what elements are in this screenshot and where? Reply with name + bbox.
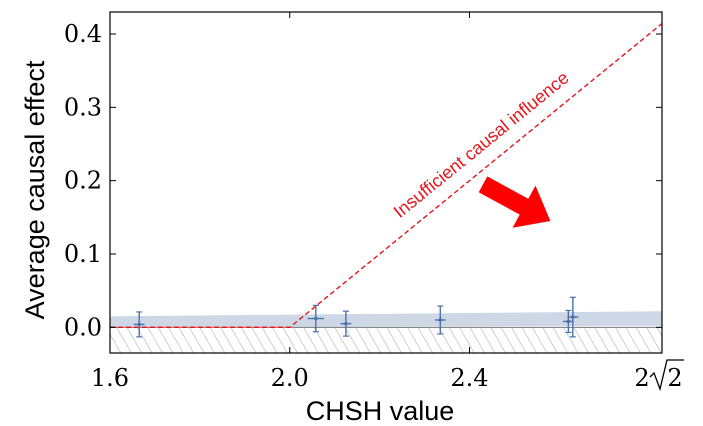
axis-ticks: 1.6 2.0 2.4 2 2 0.0 0.1 0.2 0.3 0.4 [64, 12, 684, 392]
fit-band [110, 311, 662, 328]
plot-frame [109, 11, 663, 354]
data-point [567, 296, 579, 338]
x-tick-label: 2.0 [271, 364, 309, 392]
y-axis-title: Average causal effect [20, 60, 50, 319]
y-tick-label: 0.4 [64, 20, 102, 48]
data-point [562, 309, 574, 334]
y-tick-label: 0.3 [64, 93, 102, 121]
data-marker [438, 318, 443, 322]
data-point [307, 304, 324, 333]
data-marker [137, 322, 142, 327]
hatched-region [110, 327, 662, 353]
data-marker [566, 319, 571, 324]
x-tick-label-radicand: 2 [667, 364, 682, 392]
data-marker [344, 321, 348, 326]
data-marker [314, 316, 318, 321]
y-tick-label: 0.1 [64, 240, 102, 268]
direction-arrow [478, 176, 551, 228]
x-tick-label: 1.6 [91, 364, 129, 392]
x-tick-label-coefficient: 2 [634, 364, 649, 392]
bound-line [110, 23, 662, 329]
data-point [434, 305, 446, 335]
data-point [133, 311, 145, 338]
data-marker [571, 315, 575, 319]
data-point [340, 310, 352, 337]
x-tick-label: 2.4 [450, 364, 488, 392]
x-tick-label-radical [649, 359, 684, 392]
x-axis-title: CHSH value [306, 396, 455, 426]
insufficient-influence-annotation: Insufficient causal influence [390, 67, 573, 221]
y-tick-label: 0.0 [64, 313, 102, 341]
plot-area [110, 23, 662, 353]
y-tick-label: 0.2 [64, 167, 102, 195]
plot-border [109, 11, 663, 354]
